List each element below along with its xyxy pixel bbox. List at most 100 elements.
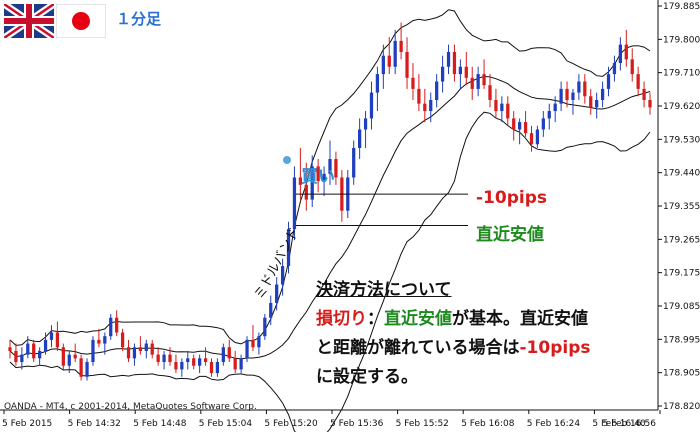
candle [322, 166, 326, 196]
x-tick-label: 5 Feb 16:24 [527, 419, 581, 429]
candle-body [423, 103, 427, 112]
candle [535, 125, 540, 148]
candle [263, 314, 267, 340]
candle [577, 74, 581, 100]
candle-body [512, 118, 516, 130]
candle [67, 350, 71, 374]
y-tick-label: 179.885 [663, 2, 700, 12]
candle-body [26, 343, 30, 355]
candle-body [20, 354, 24, 363]
recent-low-label: 直近安値 [476, 225, 544, 245]
candle-body [38, 350, 42, 359]
candle [470, 66, 474, 100]
x-tick-label: 5 Feb 16:56 [603, 419, 657, 429]
pips-term: -10pips [519, 338, 591, 358]
x-tick-label: 5 Feb 15:20 [264, 419, 318, 429]
y-tick-label: 178.995 [663, 335, 700, 345]
candle-body [636, 74, 640, 89]
y-tick-label: 178.820 [663, 402, 700, 412]
candle-body [417, 88, 421, 104]
candle-body [600, 88, 605, 100]
candle-body [292, 177, 297, 230]
candle-body [168, 354, 172, 363]
axes-group [0, 0, 659, 411]
candle [630, 48, 634, 82]
candle [103, 332, 107, 355]
candle-body [198, 358, 202, 366]
candle-body [221, 347, 225, 363]
candle [624, 29, 628, 67]
candle [91, 336, 95, 366]
settlement-note: 決済方法について 損切り：直近安値が基本。直近安値 と距離が離れている場合は-1… [316, 276, 656, 392]
candle [589, 88, 593, 115]
x-tick-label: 5 Feb 15:52 [396, 419, 449, 429]
candle-body [203, 358, 208, 363]
candle-body [541, 118, 545, 130]
candle-body [571, 92, 575, 100]
candle [334, 151, 338, 185]
candle-body [239, 358, 243, 370]
y-tick-label: 179.800 [663, 35, 700, 45]
candle-body [97, 339, 101, 344]
buy-label: 買い [301, 167, 335, 187]
candle [180, 358, 184, 377]
candle-body [381, 55, 385, 75]
candle [192, 354, 196, 370]
candle-body [470, 77, 474, 89]
candle-body [79, 358, 83, 377]
candle-body [606, 74, 611, 89]
candle-body [233, 358, 237, 370]
candle [375, 66, 380, 112]
candle [440, 55, 445, 93]
candle-body [595, 99, 599, 108]
y-tick-label: 179.175 [663, 269, 700, 279]
candle [109, 314, 113, 340]
candle-body [132, 347, 137, 359]
candle [292, 166, 297, 241]
candle-body [156, 354, 160, 363]
candle [14, 343, 18, 366]
candle [156, 347, 160, 366]
timeframe-label: １分足 [116, 10, 162, 28]
candle [648, 92, 652, 115]
candle [446, 44, 451, 75]
lower-band [9, 111, 651, 432]
candle-body [138, 347, 142, 351]
candle-body [310, 166, 314, 200]
candle-body [67, 354, 71, 366]
candle [506, 96, 510, 126]
candle-body [506, 103, 510, 119]
candle [20, 347, 24, 370]
candle [168, 347, 172, 366]
candle [464, 51, 468, 86]
reference-levels [296, 193, 468, 226]
candle-body [363, 118, 368, 130]
candle [227, 339, 231, 363]
candle-body [535, 129, 540, 145]
candle-body [144, 343, 148, 351]
candle-body [446, 51, 451, 67]
candle [500, 96, 504, 123]
candle-body [251, 339, 255, 348]
candle [239, 354, 243, 374]
candle-body [405, 51, 409, 78]
copyright-text: OANDA - MT4, c 2001-2014, MetaQuotes Sof… [4, 402, 257, 412]
candle-body [583, 81, 587, 97]
note-line-3: に設定する。 [316, 367, 418, 387]
japan-flag-icon [55, 3, 107, 39]
candle-body [352, 147, 356, 178]
candle [79, 354, 83, 381]
candle [55, 321, 60, 351]
candle [209, 358, 214, 377]
candle [411, 63, 415, 100]
candle [8, 339, 12, 359]
candle-body [518, 122, 522, 130]
y-tick-label: 179.530 [663, 135, 700, 145]
x-tick-label: 5 Feb 14:48 [133, 419, 187, 429]
stop-loss-term: 損切り [316, 309, 367, 329]
y-tick-label: 178.905 [663, 369, 700, 379]
candle [304, 162, 308, 211]
candle-body [192, 358, 196, 366]
